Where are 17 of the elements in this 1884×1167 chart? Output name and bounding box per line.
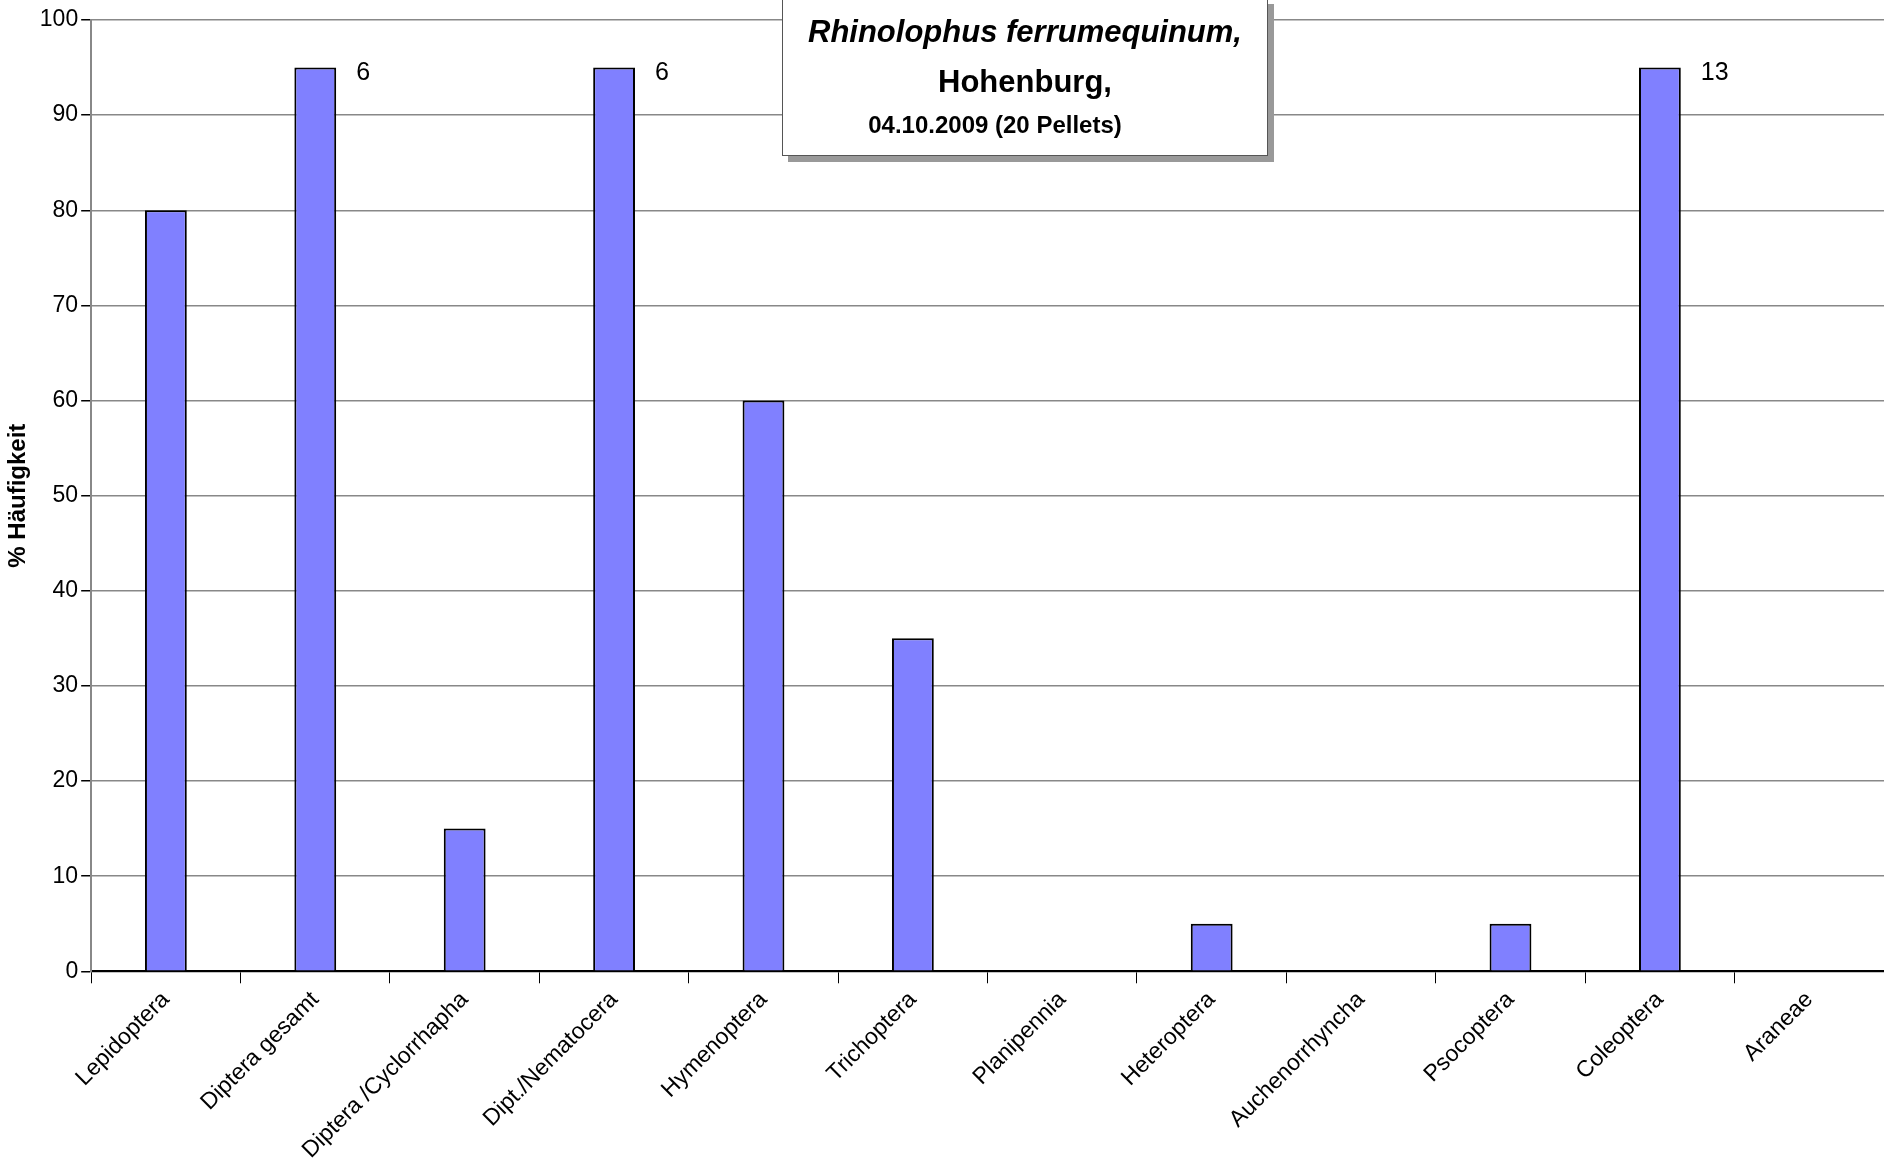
y-tick-label: 20 (52, 766, 79, 793)
y-tick-label: 90 (52, 100, 79, 127)
y-tick-label: 0 (65, 956, 79, 983)
text: 04.10.2009 (20 Pellets) (867, 110, 1123, 140)
y-tick-label: 10 (52, 861, 79, 888)
y-tick-label: 50 (52, 480, 79, 507)
annotation: 6 (356, 57, 371, 86)
y-tick-label: 100 (39, 5, 79, 32)
text: Rhinolophus ferrumequinum, Hohenburg, (807, 13, 1243, 101)
y-tick-label: 30 (52, 671, 79, 698)
annotation: 6 (655, 57, 669, 86)
y-axis-title: % Häufigkeit (3, 423, 31, 568)
annotation: 13 (1700, 57, 1729, 86)
y-tick-label: 60 (52, 385, 79, 412)
y-tick-label: 40 (52, 576, 79, 603)
y-tick-label: 70 (52, 290, 79, 317)
y-tick-label: 80 (52, 195, 79, 222)
